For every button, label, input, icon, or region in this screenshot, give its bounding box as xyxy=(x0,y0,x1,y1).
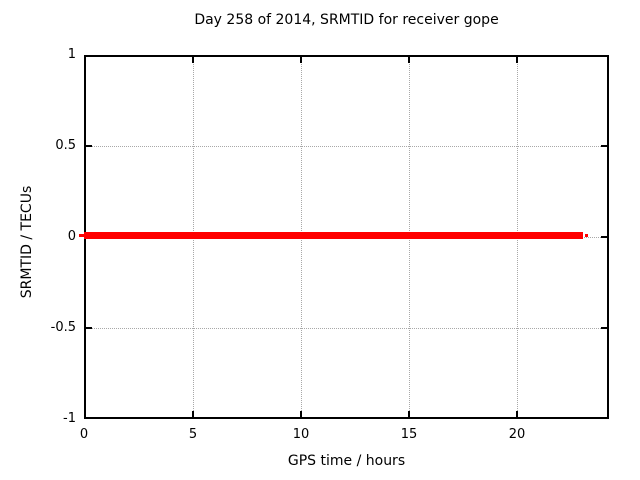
x-axis-label: GPS time / hours xyxy=(287,453,406,469)
y-tick-label-1: 1 xyxy=(67,47,76,62)
y-tick-label-0: 0 xyxy=(67,229,76,244)
tick-mark xyxy=(516,411,518,417)
tick-mark xyxy=(192,411,194,417)
chart-title: Day 258 of 2014, SRMTID for receiver gop… xyxy=(194,12,499,28)
x-tick-label-15: 15 xyxy=(400,427,418,442)
tick-mark xyxy=(408,411,410,417)
tick-mark xyxy=(601,236,607,238)
tick-mark xyxy=(601,327,607,329)
tick-mark xyxy=(300,57,302,63)
tick-mark xyxy=(86,327,92,329)
x-tick-label-20: 20 xyxy=(508,427,526,442)
series-line-srmtid-left-cap xyxy=(79,234,84,237)
series-line-srmtid xyxy=(84,232,583,239)
series-line-srmtid-trailing-dash xyxy=(585,234,588,237)
tick-mark xyxy=(86,145,92,147)
x-tick-label-0: 0 xyxy=(79,427,89,442)
tick-mark xyxy=(300,411,302,417)
tick-mark xyxy=(408,57,410,63)
plot-area xyxy=(79,55,609,419)
y-tick-label--1: -1 xyxy=(63,411,76,426)
x-tick-label-10: 10 xyxy=(292,427,310,442)
x-tick-label-5: 5 xyxy=(188,427,198,442)
tick-mark xyxy=(601,145,607,147)
y-tick-label--0.5: -0.5 xyxy=(50,320,76,335)
gridline-y--0.5 xyxy=(86,328,607,329)
tick-mark xyxy=(516,57,518,63)
gridline-y-0.5 xyxy=(86,146,607,147)
tick-mark xyxy=(192,57,194,63)
y-tick-label-0.5: 0.5 xyxy=(55,138,76,153)
